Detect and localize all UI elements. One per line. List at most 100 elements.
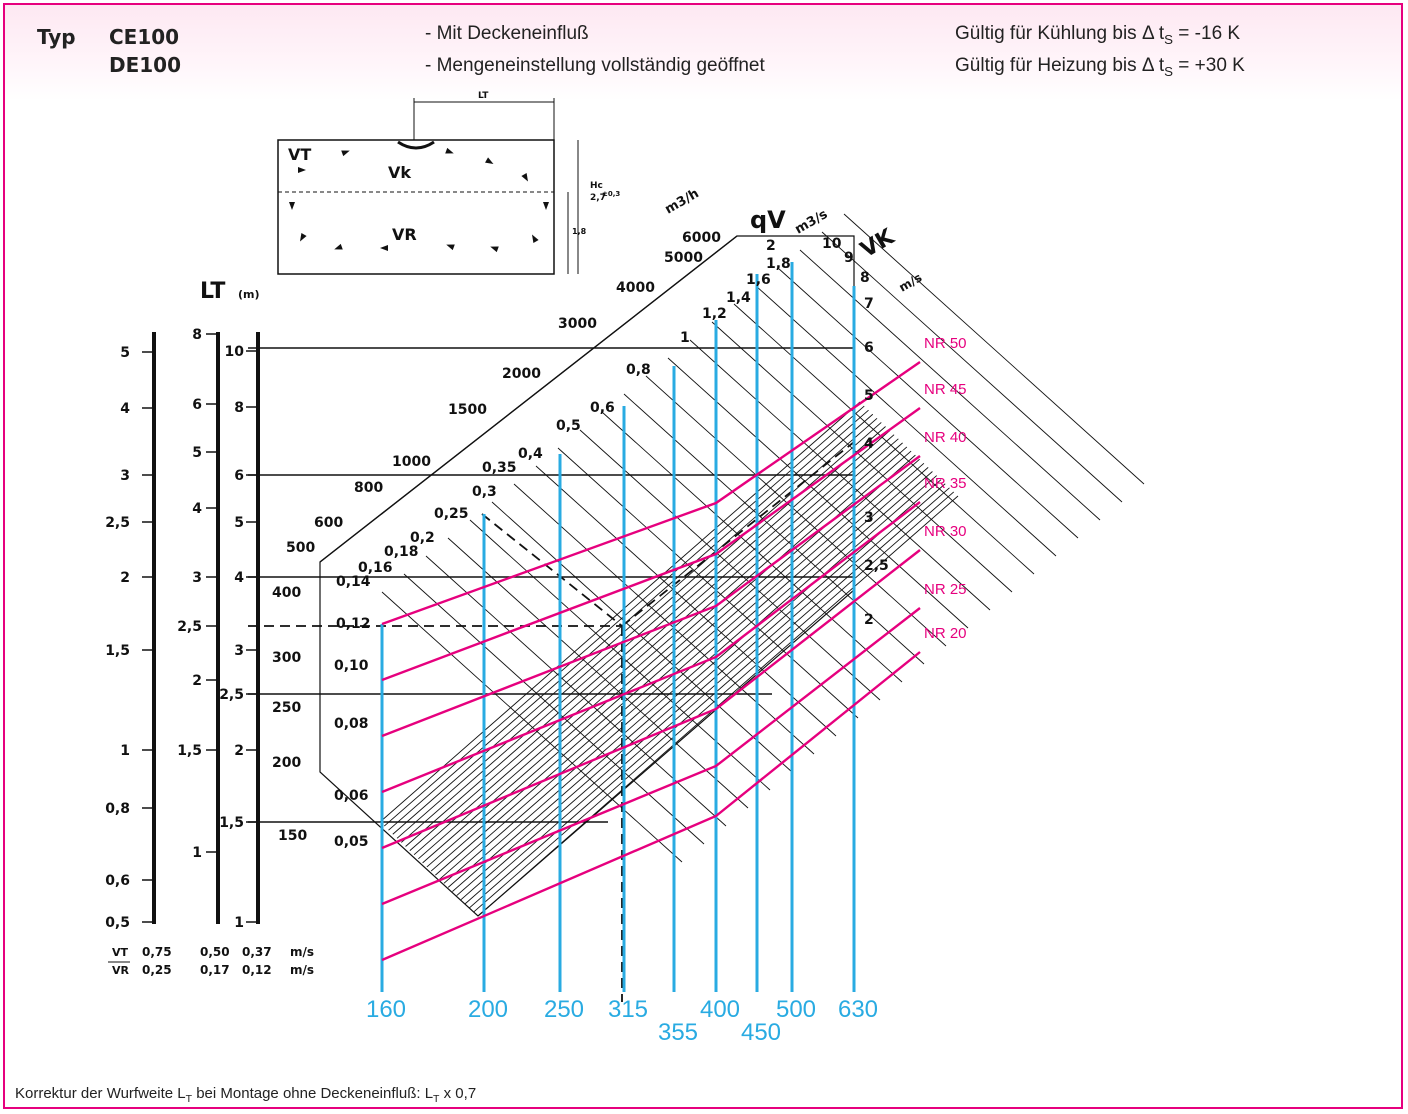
grid-line-b-15 [711, 321, 1013, 593]
nr-curve-0 [381, 361, 921, 626]
nr-label-2: NR 40 [924, 429, 967, 446]
scale-b-tick-1: 6 [192, 397, 202, 413]
scale-a-tick-0: 5 [120, 345, 130, 361]
scale-c-tick-3: 5 [234, 515, 244, 531]
m3s-tick-1: 0,06 [334, 788, 369, 804]
validity-cooling-sub: S [1164, 31, 1174, 47]
room-label-vr: VR [392, 225, 417, 244]
grid-line-a-18 [456, 475, 937, 896]
scale-b-tick-3: 4 [192, 501, 202, 517]
grid-line-b-1 [403, 573, 705, 845]
nr-curve-5 [381, 607, 921, 906]
example-dashed-diag [481, 513, 623, 627]
m3s-unit: m3/s [793, 207, 831, 238]
grid-line-b-16 [733, 303, 1035, 575]
vk-tick-4: 5 [864, 388, 874, 404]
grid-line-b-5 [491, 501, 793, 773]
nr-curve-2 [381, 455, 921, 738]
nr-label-0: NR 50 [924, 335, 967, 352]
nr-curve-1 [381, 407, 921, 682]
grid-line-a-10 [422, 442, 903, 864]
scale-c-vt: 0,37 [242, 945, 272, 959]
grid-line-a-14 [439, 458, 920, 880]
footer-sub2: T [433, 1093, 440, 1105]
scale-b-tick-8: 1 [192, 845, 202, 861]
scale-c-tick-5: 3 [234, 643, 244, 659]
m3h-tick-3000: 3000 [558, 316, 597, 332]
type-label: Typ [37, 25, 76, 49]
qv-axis-title: qV [750, 206, 786, 234]
grid-line-b-18 [777, 267, 1079, 539]
grid-outline [319, 235, 855, 917]
validity-cooling-prefix: Gültig für Kühlung bis Δ t [955, 23, 1165, 44]
m3h-tick-150: 150 [278, 828, 307, 844]
example-dashed-diag2 [621, 441, 855, 627]
m3h-tick-250: 250 [272, 700, 301, 716]
m3s-tick-11: 0,35 [482, 460, 517, 476]
m3s-tick-13: 0,5 [556, 418, 581, 434]
grid-line-b-19 [799, 249, 1101, 521]
scale-a-vr: 0,25 [142, 963, 172, 977]
grid-line-b-12 [645, 375, 947, 647]
scale-a-tick-4: 2 [120, 570, 130, 586]
m3h-tick-600: 600 [314, 515, 343, 531]
scale-a-tick-7: 0,8 [105, 801, 130, 817]
vk-axis-title: VK [857, 224, 900, 263]
footer-middle: bei Montage ohne Deckeneinfluß: L [192, 1085, 434, 1102]
scale-b-vt: 0,50 [200, 945, 230, 959]
size-label-450: 450 [741, 1019, 781, 1046]
m3s-tick-17: 1,2 [702, 306, 727, 322]
m3s-tick-8: 0,2 [410, 530, 435, 546]
vr-label: VR [112, 964, 130, 977]
lt-axis-unit: (m) [238, 288, 260, 301]
flow-arrow-1 [341, 150, 350, 157]
flow-arrow-9 [380, 245, 388, 251]
footer-correction-note: Korrektur der Wurfweite LT bei Montage o… [15, 1085, 476, 1105]
note-volume-setting: - Mengeneinstellung vollständig geöffnet [425, 55, 765, 76]
vk-tick-2: 3 [864, 510, 874, 526]
vk-tick-7: 8 [860, 270, 870, 286]
room-label-tol: ±0,3 [602, 190, 620, 198]
m3s-tick-3: 0,10 [334, 658, 369, 674]
grid-line-b-4 [469, 519, 771, 791]
m3s-tick-4: 0,12 [336, 616, 371, 632]
size-label-200: 200 [468, 996, 508, 1023]
m3h-tick-6000: 6000 [682, 230, 721, 246]
footer-suffix: x 0,7 [439, 1085, 477, 1102]
m3s-tick-10: 0,3 [472, 484, 497, 500]
noise-curves: NR 50 NR 45 NR 40 NR 35 NR 30 NR 25 NR 20 [381, 335, 967, 962]
speed-unit-vt: m/s [290, 945, 314, 959]
type-ce100: CE100 [109, 25, 180, 49]
throw-scales: 5 4 3 2,5 2 1,5 1 0,8 0,6 0,5 8 6 5 4 3 2,5 2 1,5 1 10 8 6 5 4 3… [105, 279, 314, 977]
grid-line-b-7 [535, 465, 837, 737]
size-label-250: 250 [544, 996, 584, 1023]
m3h-tick-500: 500 [286, 540, 315, 556]
m3s-tick-20: 1,8 [766, 256, 791, 272]
grid-line-b-21 [843, 213, 1145, 485]
size-label-160: 160 [366, 996, 406, 1023]
chart-frame: Typ CE100 DE100 - Mit Deckeneinfluß - Me… [3, 3, 1403, 1109]
vk-unit: m/s [897, 270, 925, 294]
room-label-vk: Vk [388, 163, 411, 182]
flow-arrow-0 [298, 167, 306, 173]
scale-b-tick-4: 3 [192, 570, 202, 586]
m3s-tick-12: 0,4 [518, 446, 543, 462]
grid-line-b-17 [755, 285, 1057, 557]
scale-a-tick-1: 4 [120, 401, 130, 417]
grid-line-b-13 [667, 357, 969, 629]
m3h-unit: m3/h [663, 186, 702, 217]
grid-line-a-15 [443, 462, 925, 884]
scale-c-tick-6: 2,5 [219, 687, 244, 703]
vk-tick-1: 2,5 [864, 558, 889, 574]
grid-line-a-7 [409, 430, 891, 851]
grid-line-a-4 [396, 418, 878, 839]
m3h-tick-5000: 5000 [664, 250, 703, 266]
flow-arrow-2 [445, 147, 454, 154]
scale-a-tick-2: 3 [120, 468, 130, 484]
header-band [5, 5, 1401, 101]
scale-c-tick-8: 1,5 [219, 815, 244, 831]
scale-c-tick-0: 10 [225, 344, 245, 360]
m3s-tick-14: 0,6 [590, 400, 615, 416]
m3s-tick-21: 2 [766, 238, 776, 254]
